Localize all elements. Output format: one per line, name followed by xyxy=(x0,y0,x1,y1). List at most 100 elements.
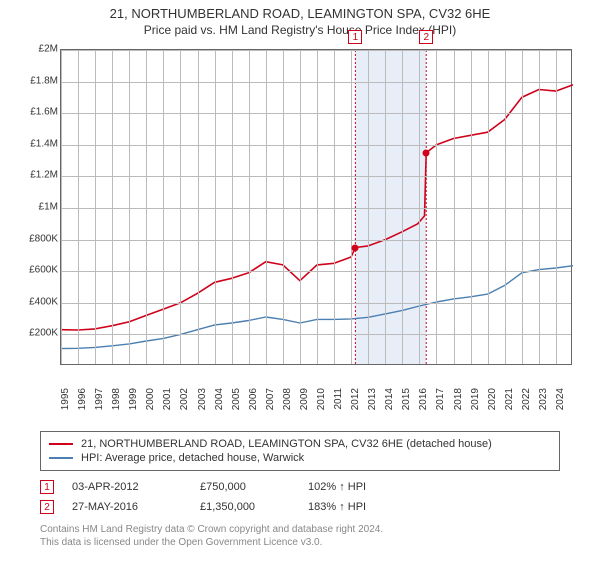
x-axis-label: 2009 xyxy=(299,388,310,410)
gridline-v xyxy=(232,50,233,364)
gridline-v xyxy=(522,50,523,364)
y-axis-label: £1.6M xyxy=(24,107,58,118)
y-axis-label: £400K xyxy=(24,296,58,307)
x-axis-label: 2014 xyxy=(384,388,395,410)
gridline-v xyxy=(556,50,557,364)
gridline-v xyxy=(146,50,147,364)
x-axis-label: 2010 xyxy=(316,388,327,410)
page-title: 21, NORTHUMBERLAND ROAD, LEAMINGTON SPA,… xyxy=(0,6,600,21)
gridline-v xyxy=(300,50,301,364)
legend-label: 21, NORTHUMBERLAND ROAD, LEAMINGTON SPA,… xyxy=(81,438,492,450)
sales-table: 103-APR-2012£750,000102% ↑ HPI227-MAY-20… xyxy=(40,477,560,517)
gridline-v xyxy=(471,50,472,364)
x-axis-label: 2017 xyxy=(435,388,446,410)
gridline-v xyxy=(198,50,199,364)
x-axis-label: 2006 xyxy=(248,388,259,410)
gridline-v xyxy=(505,50,506,364)
sale-price: £750,000 xyxy=(200,481,290,493)
gridline-h xyxy=(61,176,571,177)
x-axis-label: 2024 xyxy=(555,388,566,410)
gridline-v xyxy=(539,50,540,364)
x-axis-label: 1996 xyxy=(77,388,88,410)
page-subtitle: Price paid vs. HM Land Registry's House … xyxy=(0,23,600,37)
gridline-v xyxy=(266,50,267,364)
gridline-v xyxy=(129,50,130,364)
x-axis-label: 1999 xyxy=(128,388,139,410)
y-axis-label: £1.2M xyxy=(24,170,58,181)
gridline-v xyxy=(419,50,420,364)
x-axis-label: 2001 xyxy=(162,388,173,410)
x-axis-label: 2012 xyxy=(350,388,361,410)
x-axis-label: 1998 xyxy=(111,388,122,410)
sale-index-box: 2 xyxy=(40,500,54,514)
gridline-v xyxy=(61,50,62,364)
footer-attribution: Contains HM Land Registry data © Crown c… xyxy=(40,523,560,549)
sale-marker-dot xyxy=(423,149,430,156)
x-axis-label: 2023 xyxy=(538,388,549,410)
x-axis-label: 1995 xyxy=(60,388,71,410)
gridline-v xyxy=(95,50,96,364)
gridline-v xyxy=(368,50,369,364)
x-axis-label: 2013 xyxy=(367,388,378,410)
gridline-v xyxy=(436,50,437,364)
y-axis-label: £1M xyxy=(24,202,58,213)
x-axis-label: 2016 xyxy=(418,388,429,410)
chart: 12 £200K£400K£600K£800K£1M£1.2M£1.4M£1.6… xyxy=(28,41,588,401)
gridline-h xyxy=(61,82,571,83)
sale-marker-dot xyxy=(352,244,359,251)
event-label-box: 1 xyxy=(348,30,362,44)
gridline-v xyxy=(488,50,489,364)
y-axis-label: £1.8M xyxy=(24,75,58,86)
legend: 21, NORTHUMBERLAND ROAD, LEAMINGTON SPA,… xyxy=(40,431,560,471)
x-axis-label: 1997 xyxy=(94,388,105,410)
y-axis-label: £800K xyxy=(24,233,58,244)
gridline-v xyxy=(112,50,113,364)
legend-label: HPI: Average price, detached house, Warw… xyxy=(81,452,304,464)
y-axis-label: £2M xyxy=(24,44,58,55)
x-axis-label: 2022 xyxy=(521,388,532,410)
gridline-h xyxy=(61,145,571,146)
x-axis-label: 2019 xyxy=(470,388,481,410)
sale-pct: 183% ↑ HPI xyxy=(308,501,428,513)
gridline-v xyxy=(402,50,403,364)
y-axis-label: £1.4M xyxy=(24,138,58,149)
sale-index-box: 1 xyxy=(40,480,54,494)
x-axis-label: 2000 xyxy=(145,388,156,410)
gridline-h xyxy=(61,303,571,304)
gridline-v xyxy=(351,50,352,364)
gridline-v xyxy=(163,50,164,364)
legend-item: HPI: Average price, detached house, Warw… xyxy=(49,452,551,464)
gridline-h xyxy=(61,113,571,114)
sale-date: 27-MAY-2016 xyxy=(72,501,182,513)
x-axis-label: 2004 xyxy=(214,388,225,410)
gridline-v xyxy=(385,50,386,364)
x-axis-label: 2005 xyxy=(231,388,242,410)
sale-price: £1,350,000 xyxy=(200,501,290,513)
x-axis-label: 2021 xyxy=(504,388,515,410)
footer-line: This data is licensed under the Open Gov… xyxy=(40,536,560,549)
gridline-v xyxy=(317,50,318,364)
y-axis-label: £600K xyxy=(24,265,58,276)
plot-region: 12 xyxy=(60,49,572,365)
gridline-v xyxy=(334,50,335,364)
legend-swatch xyxy=(49,443,73,445)
legend-item: 21, NORTHUMBERLAND ROAD, LEAMINGTON SPA,… xyxy=(49,438,551,450)
x-axis-label: 2002 xyxy=(179,388,190,410)
footer-line: Contains HM Land Registry data © Crown c… xyxy=(40,523,560,536)
gridline-v xyxy=(180,50,181,364)
gridline-h xyxy=(61,334,571,335)
sale-pct: 102% ↑ HPI xyxy=(308,481,428,493)
x-axis-label: 2011 xyxy=(333,388,344,410)
gridline-v xyxy=(454,50,455,364)
gridline-v xyxy=(78,50,79,364)
gridline-v xyxy=(283,50,284,364)
event-label-box: 2 xyxy=(419,30,433,44)
gridline-h xyxy=(61,271,571,272)
x-axis-label: 2008 xyxy=(282,388,293,410)
sale-row: 103-APR-2012£750,000102% ↑ HPI xyxy=(40,477,560,497)
gridline-v xyxy=(215,50,216,364)
y-axis-label: £200K xyxy=(24,328,58,339)
x-axis-label: 2015 xyxy=(401,388,412,410)
gridline-v xyxy=(249,50,250,364)
x-axis-label: 2007 xyxy=(265,388,276,410)
